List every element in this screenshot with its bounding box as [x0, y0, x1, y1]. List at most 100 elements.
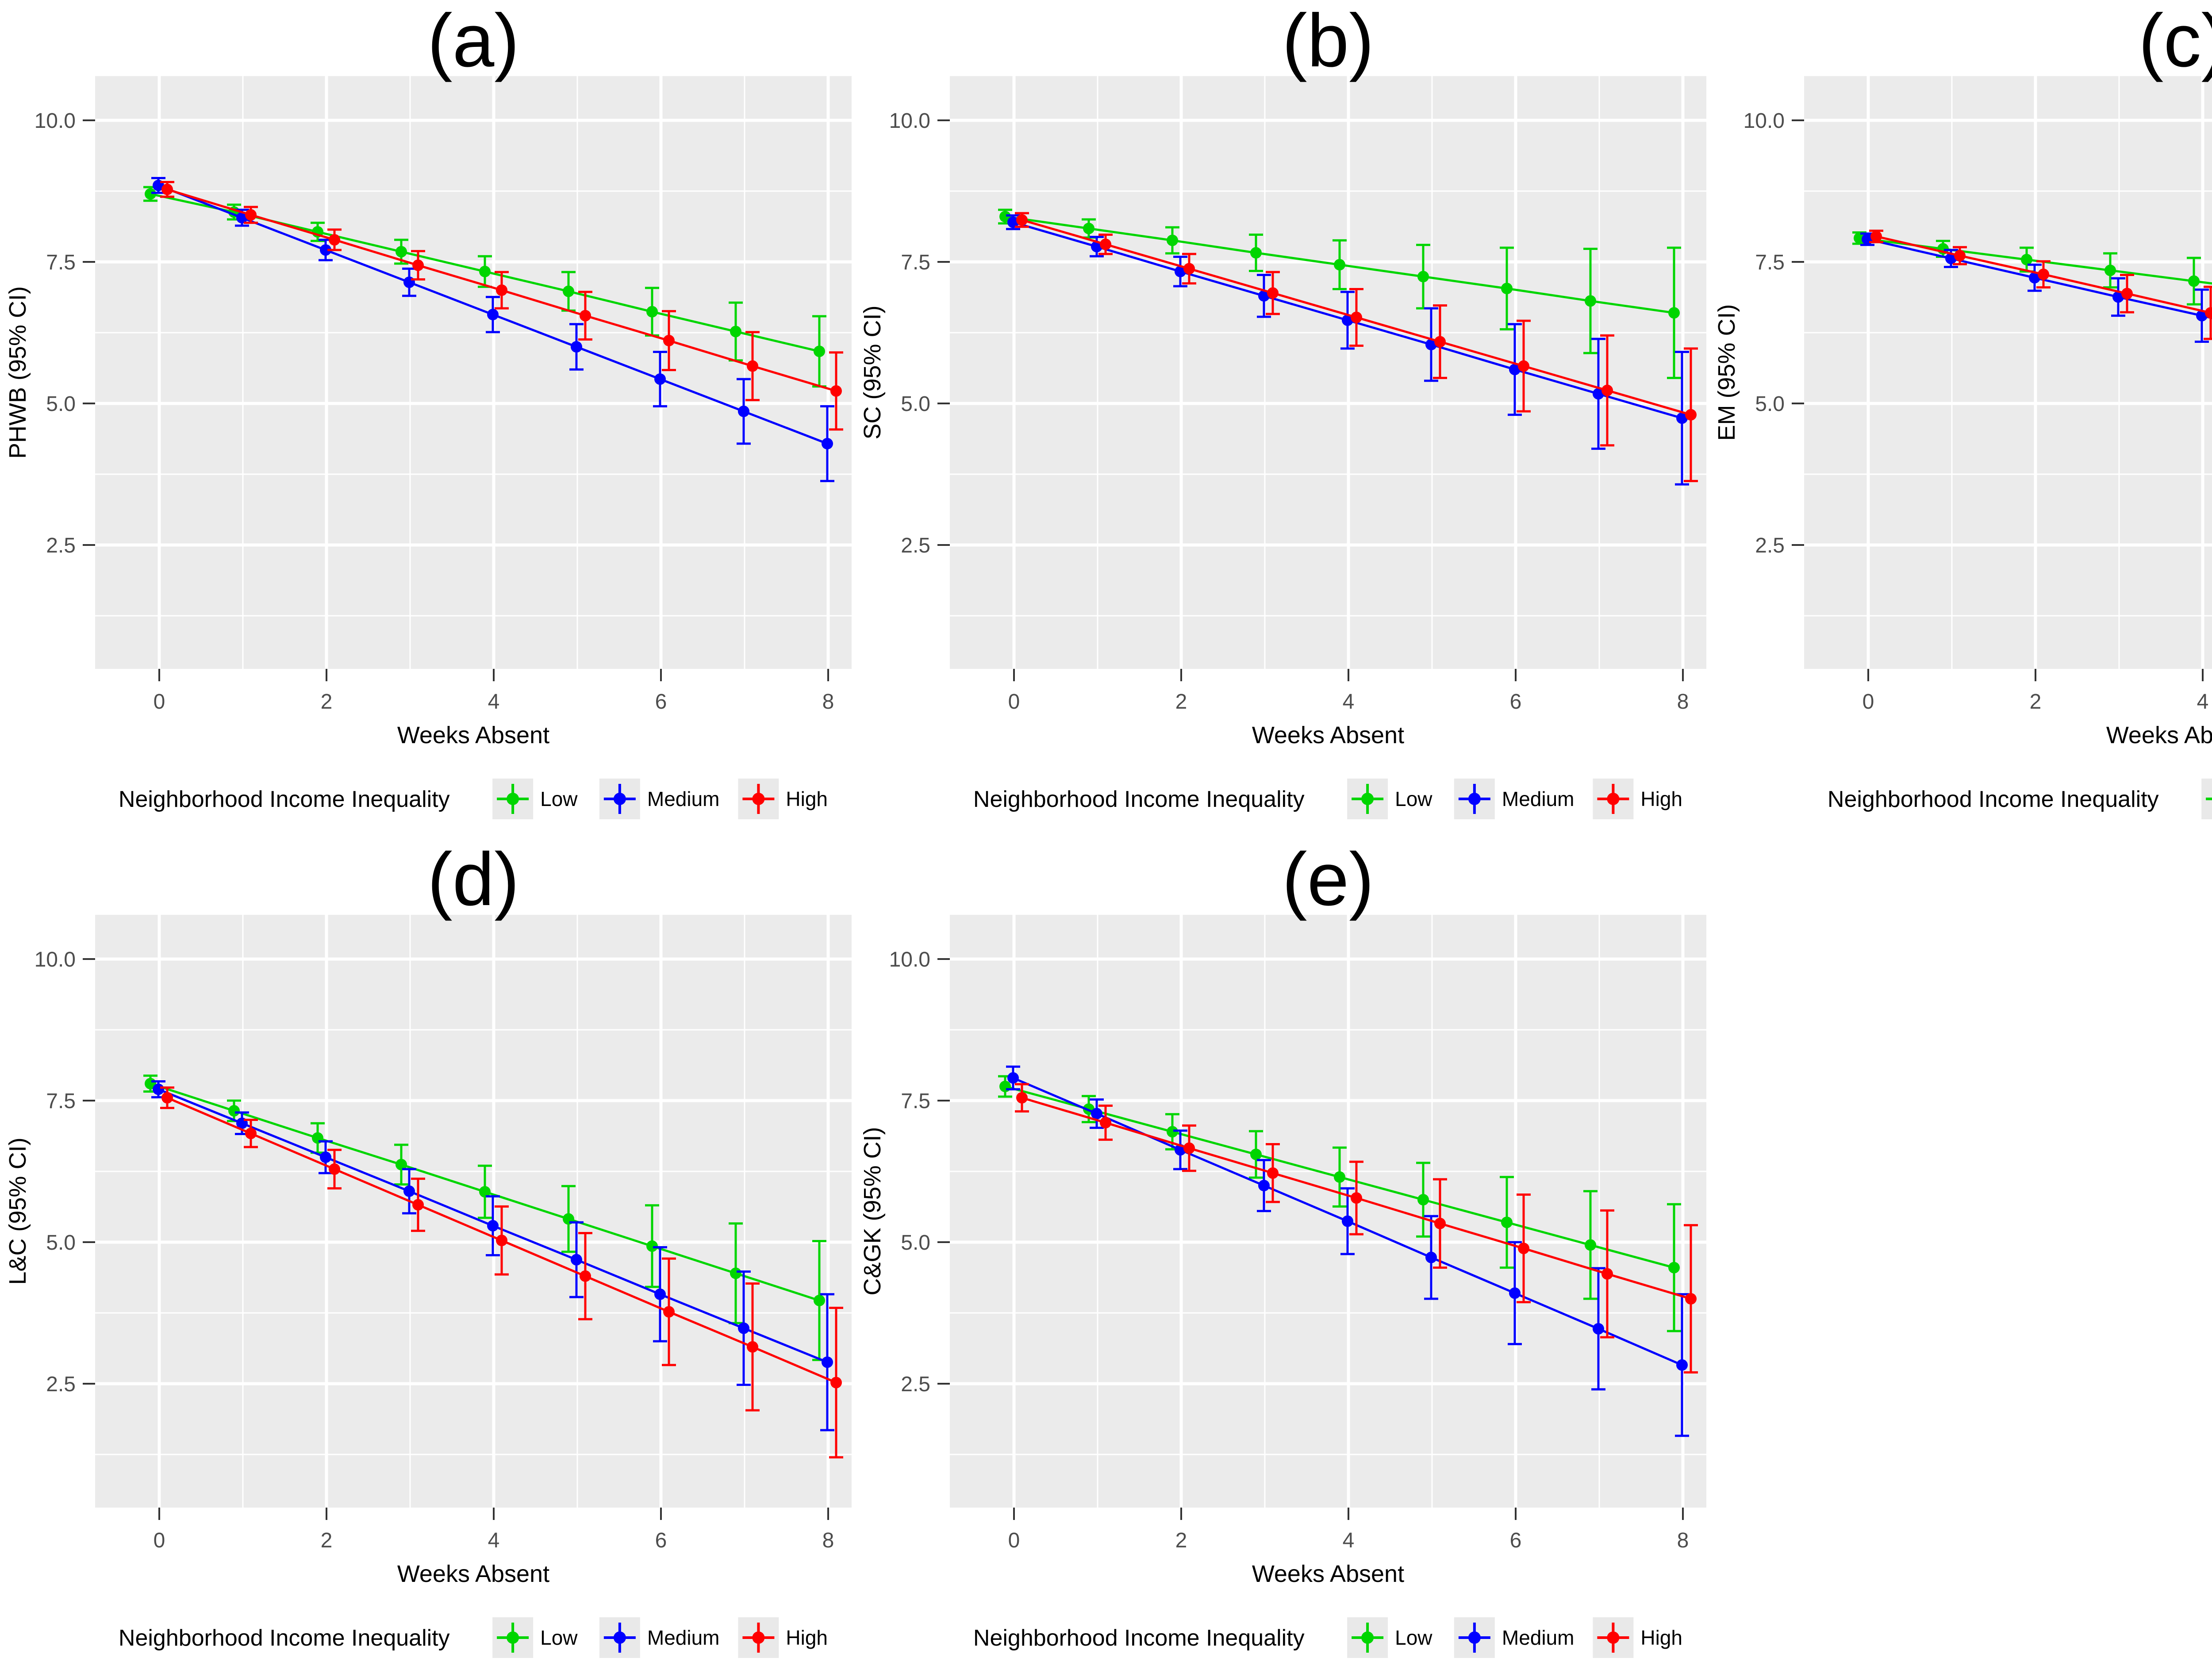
- gridlines: [95, 915, 852, 1508]
- legend: Neighborhood Income Inequality Low Medium H…: [119, 1617, 828, 1658]
- legend: Neighborhood Income Inequality Low Medium H…: [119, 779, 828, 819]
- y-tick-label: 2.5: [901, 1373, 930, 1396]
- series-medium: [1860, 232, 2212, 343]
- panel-e-chart: 0 2 4 6 8 2.5 5.0 7.5 10.0 (e) Weeks Absent C&GK (9…: [859, 839, 1706, 1658]
- legend-label: Medium: [1502, 1626, 1575, 1649]
- x-tick-label: 4: [1343, 1529, 1355, 1552]
- y-axis-title: C&GK (95% CI): [859, 1127, 886, 1295]
- legend-label: Low: [1395, 1626, 1432, 1649]
- legend-label: High: [786, 1626, 828, 1649]
- x-axis-title: Weeks Absent: [1252, 1561, 1404, 1587]
- legend-item-low: Low: [1347, 1617, 1432, 1658]
- panel-a-chart: 0 2 4 6 8 2.5 5.0 7.5 10.0 (a) Weeks Absent PHWB (9…: [4, 0, 852, 819]
- legend-label: Low: [540, 787, 578, 810]
- panel-title: (d): [427, 839, 519, 921]
- x-axis-title: Weeks Absent: [397, 1561, 549, 1587]
- x-tick-label: 6: [655, 1529, 667, 1552]
- legend-title: Neighborhood Income Inequality: [1828, 787, 2159, 812]
- y-tick-label: 2.5: [1755, 534, 1785, 557]
- x-tick-label: 0: [154, 690, 165, 714]
- panel-a: 0 2 4 6 8 2.5 5.0 7.5 10.0 (a) Weeks Absent PHWB (9…: [0, 0, 855, 839]
- x-tick-label: 2: [1175, 690, 1187, 714]
- legend-title: Neighborhood Income Inequality: [119, 1625, 450, 1651]
- y-tick-label: 5.0: [901, 392, 930, 416]
- panel-b-chart: 0 2 4 6 8 2.5 5.0 7.5 10.0 (b) Weeks Absent SC (95%…: [859, 0, 1706, 819]
- legend-title: Neighborhood Income Inequality: [119, 787, 450, 812]
- plot-area: [1804, 76, 2212, 669]
- series-high: [160, 181, 843, 431]
- y-tick-label: 7.5: [901, 1090, 930, 1113]
- series-low: [143, 1075, 826, 1361]
- y-tick-label: 7.5: [901, 251, 930, 274]
- legend-label: Medium: [1502, 787, 1575, 810]
- x-tick-label: 0: [154, 1529, 165, 1552]
- x-tick-label: 2: [1175, 1529, 1187, 1552]
- x-tick-label: 4: [488, 690, 500, 714]
- legend-label: Medium: [647, 1626, 720, 1649]
- x-tick-label: 2: [321, 690, 333, 714]
- x-axis-title: Weeks Absent: [2106, 722, 2212, 748]
- legend-item-low: Low: [2201, 779, 2212, 819]
- y-tick-label: 10.0: [889, 948, 930, 971]
- legend-title: Neighborhood Income Inequality: [973, 787, 1305, 812]
- y-tick-label: 5.0: [46, 392, 76, 416]
- x-tick-label: 6: [655, 690, 667, 714]
- x-tick-label: 6: [1510, 690, 1522, 714]
- legend-label: High: [786, 787, 828, 810]
- x-tick-label: 4: [488, 1529, 500, 1552]
- gridlines: [95, 76, 852, 669]
- legend-item-low: Low: [492, 1617, 578, 1658]
- legend-item-medium: Medium: [599, 1617, 720, 1658]
- y-tick-label: 2.5: [901, 534, 930, 557]
- legend-item-medium: Medium: [599, 779, 719, 819]
- legend-item-medium: Medium: [1454, 1617, 1575, 1658]
- legend-item-medium: Medium: [1454, 779, 1575, 819]
- series-medium: [1006, 1065, 1689, 1437]
- panel-d: 0 2 4 6 8 2.5 5.0 7.5 10.0 (d) Weeks Absent L&C (95…: [0, 839, 855, 1677]
- legend: Neighborhood Income InequalityLowMediumH…: [1828, 779, 2212, 819]
- x-tick-label: 8: [1677, 1529, 1689, 1552]
- plot-area: [950, 915, 1706, 1508]
- panel-e: 0 2 4 6 8 2.5 5.0 7.5 10.0 (e) Weeks Absent C&GK (9…: [855, 839, 1709, 1677]
- y-tick-label: 7.5: [46, 1090, 76, 1113]
- series-medium: [151, 177, 834, 482]
- legend-item-high: High: [738, 779, 828, 819]
- legend-item-low: Low: [1347, 779, 1432, 819]
- series-low: [998, 208, 1681, 379]
- x-tick-label: 0: [1008, 690, 1020, 714]
- y-tick-label: 10.0: [35, 109, 76, 133]
- x-tick-label: 8: [822, 1529, 834, 1552]
- x-axis-title: Weeks Absent: [397, 722, 549, 748]
- x-tick-label: 4: [2197, 690, 2209, 714]
- y-tick-label: 5.0: [46, 1231, 76, 1255]
- panel-b: 0 2 4 6 8 2.5 5.0 7.5 10.0 (b) Weeks Absent SC (95%…: [855, 0, 1709, 839]
- series-high: [1015, 212, 1698, 482]
- legend-item-low: Low: [492, 779, 578, 819]
- series-high: [1869, 230, 2212, 340]
- y-tick-label: 10.0: [35, 948, 76, 971]
- gridlines: [1804, 76, 2212, 669]
- series-high: [160, 1086, 843, 1458]
- x-tick-label: 8: [822, 690, 834, 714]
- x-tick-label: 2: [2030, 690, 2042, 714]
- plot-area: [95, 76, 852, 669]
- legend-label: High: [1640, 1626, 1682, 1649]
- panel-title: (c): [2139, 0, 2212, 83]
- y-tick-label: 7.5: [46, 251, 76, 274]
- x-tick-label: 8: [1677, 690, 1689, 714]
- plot-area: [95, 915, 852, 1508]
- y-axis-title: EM (95% CI): [1713, 304, 1740, 441]
- y-tick-label: 5.0: [901, 1231, 930, 1255]
- legend-label: Low: [540, 1626, 578, 1649]
- y-tick-label: 5.0: [1755, 392, 1785, 416]
- panel-title: (a): [427, 0, 519, 83]
- panel-title: (b): [1282, 0, 1374, 83]
